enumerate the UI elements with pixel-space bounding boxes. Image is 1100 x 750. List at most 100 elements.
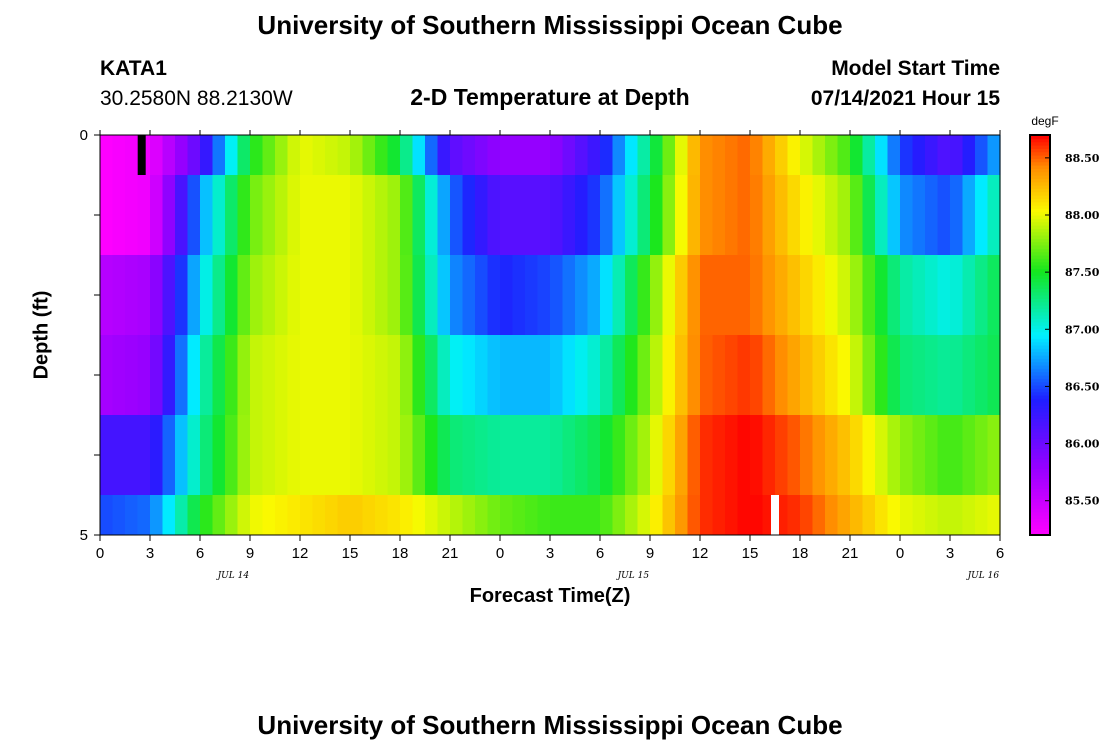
heatmap-cell xyxy=(187,135,201,175)
colorbar-segment xyxy=(1030,145,1050,149)
heatmap-cell xyxy=(937,135,951,175)
heatmap-cell xyxy=(737,495,751,535)
colorbar-segment xyxy=(1030,361,1050,366)
colorbar-segment xyxy=(1030,161,1050,166)
heatmap-cell xyxy=(200,135,214,175)
heatmap-cell xyxy=(512,335,526,415)
heatmap-cell xyxy=(550,135,564,175)
heatmap-cell xyxy=(837,335,851,415)
colorbar-segment xyxy=(1030,348,1050,353)
colorbar-segment xyxy=(1030,385,1050,389)
heatmap-cell xyxy=(137,335,151,415)
heatmap-cell xyxy=(525,495,539,535)
heatmap-cell xyxy=(525,335,539,415)
heatmap-cell xyxy=(837,175,851,255)
heatmap-cell xyxy=(700,495,714,535)
heatmap-cell xyxy=(612,495,626,535)
heatmap-cell xyxy=(625,255,639,335)
x-tick-label: 6 xyxy=(996,545,1004,562)
plot-title: 2-D Temperature at Depth xyxy=(410,84,690,110)
heatmap-cell xyxy=(125,335,139,415)
colorbar-segment xyxy=(1030,355,1050,359)
heatmap-cell xyxy=(187,335,201,415)
heatmap-cell xyxy=(425,255,439,335)
heatmap-cell xyxy=(862,175,876,255)
colorbar-segment xyxy=(1030,331,1050,336)
heatmap-cell xyxy=(262,335,276,415)
heatmap-cell xyxy=(225,415,239,495)
heatmap-cell xyxy=(550,335,564,415)
heatmap-cell xyxy=(575,335,589,415)
colorbar-segment xyxy=(1030,151,1050,156)
colorbar-segment xyxy=(1030,248,1050,253)
heatmap-cell xyxy=(262,135,276,175)
heatmap-cell xyxy=(950,175,964,255)
heatmap-cell xyxy=(625,135,639,175)
colorbar-segment xyxy=(1030,245,1050,249)
heatmap-cell xyxy=(350,175,364,255)
heatmap-cell xyxy=(300,335,314,415)
x-tick-label: 9 xyxy=(246,545,254,562)
heatmap-cell xyxy=(800,415,814,495)
colorbar-segment xyxy=(1030,531,1050,536)
colorbar-segment xyxy=(1030,365,1050,369)
colorbar-segment xyxy=(1030,345,1050,349)
heatmap-cell xyxy=(275,335,289,415)
heatmap-cell xyxy=(587,135,601,175)
heatmap-cell xyxy=(987,415,1001,495)
colorbar-segment xyxy=(1030,325,1050,329)
heatmap-cell xyxy=(675,135,689,175)
heatmap-cell xyxy=(862,255,876,335)
heatmap-cell xyxy=(600,335,614,415)
heatmap-cell xyxy=(537,255,551,335)
heatmap-cell xyxy=(325,415,339,495)
heatmap-cell xyxy=(462,175,476,255)
date-label: JUL 14 xyxy=(216,571,250,581)
heatmap-cell xyxy=(562,335,576,415)
heatmap-cell xyxy=(100,415,114,495)
heatmap-cell xyxy=(375,175,389,255)
heatmap-cell xyxy=(437,335,451,415)
x-tick-label: 6 xyxy=(196,545,204,562)
station-coords: 30.2580N 88.2130W xyxy=(100,87,293,110)
colorbar-segment xyxy=(1030,235,1050,239)
heatmap-cell xyxy=(900,255,914,335)
heatmap-cell xyxy=(950,255,964,335)
heatmap-cell xyxy=(412,255,426,335)
heatmap-cell xyxy=(687,495,701,535)
heatmap-cell xyxy=(950,135,964,175)
heatmap-cell xyxy=(800,255,814,335)
heatmap-cell xyxy=(587,415,601,495)
colorbar-segment xyxy=(1030,445,1050,449)
colorbar-segment xyxy=(1030,391,1050,396)
heatmap-cell xyxy=(287,255,301,335)
heatmap-cell xyxy=(887,415,901,495)
colorbar-segment xyxy=(1030,215,1050,219)
heatmap-cell xyxy=(387,415,401,495)
colorbar-segment xyxy=(1030,438,1050,443)
heatmap-cell xyxy=(812,415,826,495)
heatmap-cell xyxy=(250,175,264,255)
colorbar-segment xyxy=(1030,308,1050,313)
heatmap-cell xyxy=(675,415,689,495)
heatmap-cell xyxy=(262,415,276,495)
heatmap-cell xyxy=(837,135,851,175)
colorbar-segment xyxy=(1030,378,1050,383)
heatmap-cell xyxy=(150,495,164,535)
heatmap-cell xyxy=(787,135,801,175)
heatmap-cell xyxy=(875,415,889,495)
heatmap-cell xyxy=(775,415,789,495)
colorbar-segment xyxy=(1030,428,1050,433)
heatmap-cells xyxy=(100,135,1001,535)
colorbar-segment xyxy=(1030,455,1050,459)
colorbar-segment xyxy=(1030,488,1050,493)
heatmap-cell xyxy=(962,175,976,255)
x-axis-label: Forecast Time(Z) xyxy=(469,585,631,607)
heatmap-cell xyxy=(500,135,514,175)
colorbar-segment xyxy=(1030,468,1050,473)
heatmap-cell xyxy=(375,335,389,415)
colorbar-segment xyxy=(1030,498,1050,503)
time-marker xyxy=(771,495,779,535)
colorbar-segment xyxy=(1030,148,1050,153)
colorbar-segment xyxy=(1030,338,1050,343)
